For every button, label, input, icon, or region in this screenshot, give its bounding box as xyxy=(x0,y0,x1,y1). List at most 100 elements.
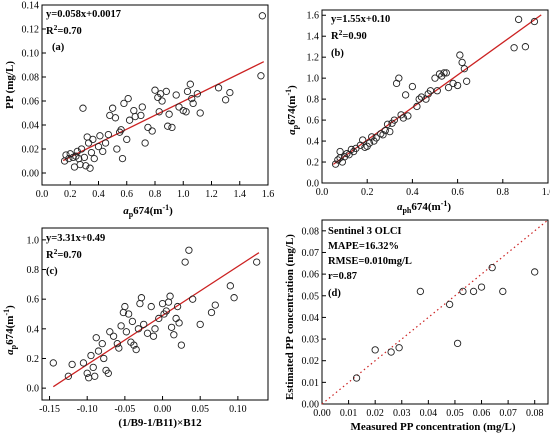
y-tick-label-b: 0.8 xyxy=(307,95,320,106)
data-point-c xyxy=(185,246,193,254)
data-point-a xyxy=(99,147,107,156)
data-point-b xyxy=(417,93,426,101)
x-tick-label-b: 0.8 xyxy=(497,187,510,198)
axes-frame-c xyxy=(41,227,269,401)
data-point-a xyxy=(120,99,128,108)
y-tick-label-c: 0.0 xyxy=(27,384,40,395)
y-tick-label-d: 0.05 xyxy=(302,291,320,302)
data-point-b xyxy=(399,114,408,122)
data-point-a xyxy=(108,104,117,112)
data-point-c xyxy=(175,319,183,327)
data-point-b xyxy=(431,74,439,82)
data-point-a xyxy=(65,154,73,163)
panel-label-d: (d) xyxy=(328,288,341,299)
x-axis-label-b: aph674(m-1) xyxy=(397,199,451,215)
data-point-b xyxy=(514,15,523,24)
x-tick-label-c: -0.15 xyxy=(39,404,60,415)
data-point-a xyxy=(76,160,84,169)
data-point-a xyxy=(104,130,113,139)
data-point-b xyxy=(386,127,394,136)
data-point-c xyxy=(164,298,173,306)
x-tick-label-d: 0.00 xyxy=(313,408,331,419)
panel-label-a: (a) xyxy=(52,42,65,53)
y-tick-label-d: 0.01 xyxy=(302,378,320,389)
data-point-c xyxy=(181,258,189,266)
data-point-b xyxy=(368,133,376,141)
y-tick-label-c: 0.6 xyxy=(27,295,40,306)
data-point-a xyxy=(79,104,87,112)
data-point-c xyxy=(121,302,129,311)
data-point-a xyxy=(84,139,93,147)
annotation-line-1: MAPE=16.32% xyxy=(328,241,399,252)
data-point-a xyxy=(226,88,234,97)
x-tick-label-d: 0.07 xyxy=(499,408,517,419)
data-point-c xyxy=(207,308,216,317)
equation-label-b: y=1.55x+0.10 xyxy=(331,14,390,25)
x-tick-label-a: 0.6 xyxy=(121,189,134,200)
x-axis-label-a: ap674(m-1) xyxy=(123,203,173,219)
x-tick-label-c: 0.00 xyxy=(154,404,172,415)
y-axis-label-c: ap674(m-1) xyxy=(2,305,18,355)
data-point-a xyxy=(137,111,145,120)
y-tick-label-a: 0.06 xyxy=(22,97,40,108)
y-tick-label-d: 0.03 xyxy=(302,335,320,346)
data-point-a xyxy=(168,123,176,132)
x-tick-label-c: 0.10 xyxy=(229,404,247,415)
data-point-c xyxy=(177,341,186,349)
data-point-b xyxy=(413,102,421,111)
y-tick-label-b: 1.4 xyxy=(307,32,320,43)
data-point-c xyxy=(104,369,112,377)
data-point-d xyxy=(416,287,425,296)
data-point-c xyxy=(143,329,152,337)
y-tick-label-a: 0.14 xyxy=(22,1,40,12)
y-tick-label-a: 0.04 xyxy=(22,121,40,132)
data-point-a xyxy=(155,108,163,116)
data-point-c xyxy=(136,299,144,308)
data-point-b xyxy=(433,87,441,95)
y-tick-label-b: 0.2 xyxy=(307,158,320,169)
data-point-a xyxy=(258,12,266,20)
data-point-b xyxy=(359,136,367,144)
y-tick-label-a: 0.02 xyxy=(22,145,40,156)
fit-line-b xyxy=(332,14,542,165)
y-tick-label-d: 0.08 xyxy=(302,226,320,237)
data-point-c xyxy=(87,351,95,360)
data-point-b xyxy=(530,17,539,26)
data-point-c xyxy=(122,328,131,336)
data-point-c xyxy=(230,294,238,302)
data-point-a xyxy=(96,132,104,140)
data-point-a xyxy=(130,106,138,115)
x-tick-label-d: 0.03 xyxy=(393,408,411,419)
x-tick-label-b: 0.0 xyxy=(316,187,329,198)
data-point-d xyxy=(387,348,395,356)
x-tick-label-a: 0.8 xyxy=(149,189,162,200)
data-point-c xyxy=(89,363,97,372)
chart-panel-b: 0.0 0.2 0.4 0.6 0.8 1.0 0.0 0.2 0.4 0.6 0.8 1.0 1.2 1… xyxy=(284,9,550,215)
y-tick-label-b: 1.2 xyxy=(307,53,320,64)
data-point-b xyxy=(435,70,444,78)
data-point-c xyxy=(92,334,100,342)
data-point-c xyxy=(68,360,76,369)
points-group-b xyxy=(331,15,539,168)
data-point-a xyxy=(90,154,98,163)
r2-label-c: R2=0.70 xyxy=(46,247,82,261)
data-point-c xyxy=(211,301,219,309)
y-tick-label-c: 1.0 xyxy=(27,235,40,246)
data-point-b xyxy=(336,147,344,156)
y-tick-label-b: 0.0 xyxy=(307,179,320,190)
data-point-c xyxy=(134,325,143,333)
data-point-c xyxy=(137,294,146,302)
data-point-a xyxy=(183,87,192,96)
axes-frame-c xyxy=(41,227,269,401)
data-point-c xyxy=(170,331,178,339)
fit-line-group-b xyxy=(332,14,542,165)
x-tick-label-a: 1.0 xyxy=(177,189,190,200)
axes-frame-b xyxy=(321,9,549,184)
data-point-c xyxy=(162,307,170,315)
data-point-a xyxy=(193,90,202,98)
data-point-a xyxy=(175,103,183,111)
y-tick-label-a: 0.10 xyxy=(22,49,40,60)
axes-frame-d xyxy=(321,219,549,405)
data-point-d xyxy=(488,263,496,272)
data-point-c xyxy=(113,340,121,348)
